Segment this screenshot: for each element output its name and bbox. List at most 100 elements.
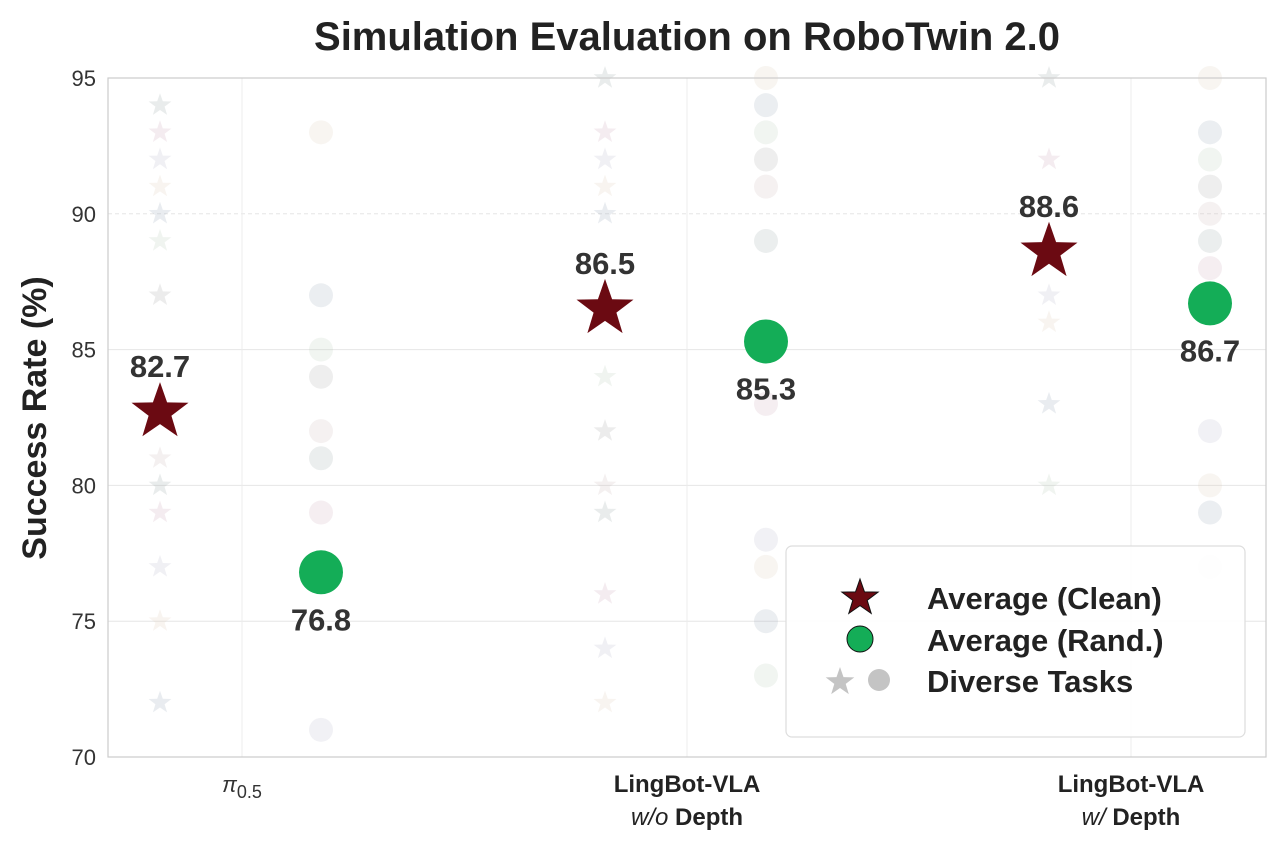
- diverse-task-star: [148, 446, 172, 468]
- diverse-task-circle: [1198, 174, 1222, 199]
- legend-star-shape: [840, 577, 880, 615]
- diverse-task-star: [593, 66, 617, 88]
- diverse-task-circle: [309, 419, 333, 444]
- average-points: 82.7 86.5 88.6 76.8 85.3 86.7: [130, 189, 1240, 637]
- diverse-task-star: [148, 174, 172, 197]
- y-tick-label: 85: [72, 338, 96, 363]
- diverse-task-star: [593, 582, 617, 604]
- diverse-task-star: [148, 609, 172, 631]
- diverse-task-circle: [754, 609, 778, 634]
- plot-frame: [107, 77, 1267, 758]
- legend-label-rand: Average (Rand.): [927, 623, 1164, 658]
- diverse-task-circle: [1198, 201, 1222, 226]
- diverse-task-circle: [309, 446, 333, 471]
- diverse-task-circle: [754, 147, 778, 172]
- diverse-task-circle: [754, 174, 778, 199]
- diverse-task-star: [148, 473, 172, 496]
- x-tick-label: LingBot-VLA: [1058, 771, 1205, 798]
- y-tick-label: 80: [72, 473, 96, 498]
- diverse-task-star: [1037, 147, 1061, 170]
- rand-value-label: 85.3: [736, 371, 796, 406]
- legend-box: [785, 545, 1246, 738]
- diverse-task-circle: [1198, 147, 1222, 172]
- clean-average-star: [576, 278, 634, 334]
- legend: Average (Clean) Average (Rand.) Diverse …: [785, 545, 1246, 738]
- y-tick-label: 95: [72, 66, 96, 91]
- legend-label-diverse: Diverse Tasks: [927, 664, 1133, 699]
- diverse-task-star: [148, 120, 172, 142]
- diverse-task-star: [593, 419, 617, 441]
- diverse-task-star: [593, 500, 617, 523]
- x-tick-label-line2: w/o Depth: [631, 804, 743, 831]
- legend-circle-icon: [846, 625, 874, 653]
- diverse-task-star: [593, 174, 617, 197]
- clean-value-label: 86.5: [575, 246, 635, 281]
- rand-average-circle: [1188, 281, 1232, 326]
- y-ticks: 70 75 80 85 90 95: [72, 66, 96, 770]
- diverse-task-star: [148, 690, 172, 713]
- diverse-task-circle: [309, 364, 333, 389]
- diverse-task-circle: [754, 120, 778, 145]
- legend-grey-circle-icon: [868, 669, 890, 691]
- diverse-task-star: [1037, 310, 1061, 333]
- diverse-task-circle: [754, 391, 778, 416]
- diverse-task-circle: [1198, 256, 1222, 281]
- diverse-task-star: [593, 636, 617, 659]
- rand-value-label: 86.7: [1180, 333, 1240, 368]
- diverse-task-star: [1037, 391, 1061, 414]
- diverse-task-star: [1037, 473, 1061, 496]
- diverse-task-circle: [1198, 473, 1222, 498]
- diverse-task-star: [148, 201, 172, 224]
- legend-grey-star-shape: [825, 667, 855, 695]
- diverse-task-circle: [754, 93, 778, 118]
- diverse-task-star: [1037, 66, 1061, 88]
- diverse-task-points: [148, 66, 1222, 742]
- clean-average-star: [131, 382, 189, 437]
- diverse-task-star: [593, 473, 617, 496]
- diverse-task-circle: [309, 120, 333, 145]
- diverse-task-star: [593, 201, 617, 224]
- diverse-task-circle: [754, 554, 778, 579]
- x-tick-label: LingBot-VLA: [614, 771, 761, 798]
- diverse-task-star: [593, 147, 617, 170]
- y-tick-label: 90: [72, 202, 96, 227]
- diverse-task-star: [148, 93, 172, 115]
- diverse-task-circle: [309, 283, 333, 308]
- y-tick-label: 75: [72, 609, 96, 634]
- diverse-task-star: [148, 229, 172, 251]
- x-tick-label: π0.5: [222, 772, 262, 802]
- x-ticks: π0.5 LingBot-VLA w/o Depth LingBot-VLA w/ De…: [222, 771, 1204, 831]
- diverse-task-circle: [309, 337, 333, 362]
- legend-label-clean: Average (Clean): [927, 581, 1162, 616]
- diverse-task-star: [148, 283, 172, 305]
- x-tick-label-line2: w/ Depth: [1082, 804, 1181, 831]
- diverse-task-star: [148, 554, 172, 577]
- diverse-task-circle: [1198, 120, 1222, 145]
- diverse-task-circle: [1198, 500, 1222, 525]
- diverse-task-circle: [754, 228, 778, 253]
- clean-value-label: 88.6: [1019, 189, 1079, 224]
- diverse-task-star: [593, 690, 617, 713]
- diverse-task-circle: [754, 663, 778, 688]
- diverse-task-star: [593, 120, 617, 142]
- y-axis-label: Success Rate (%): [16, 276, 54, 559]
- diverse-task-circle: [309, 500, 333, 525]
- legend-grey-star-icon: [825, 667, 855, 695]
- rand-value-label: 76.8: [291, 602, 351, 637]
- clean-average-star: [1020, 221, 1078, 277]
- diverse-task-star: [1037, 283, 1061, 305]
- diverse-task-circle: [754, 527, 778, 552]
- legend-star-icon: [840, 577, 880, 615]
- diverse-task-star: [148, 147, 172, 170]
- chart-title: Simulation Evaluation on RoboTwin 2.0: [314, 15, 1060, 59]
- diverse-task-star: [593, 364, 617, 387]
- y-tick-label: 70: [72, 745, 96, 770]
- diverse-task-star: [148, 500, 172, 523]
- diverse-task-circle: [309, 717, 333, 742]
- diverse-task-circle: [1198, 419, 1222, 444]
- clean-value-label: 82.7: [130, 349, 190, 384]
- rand-average-circle: [299, 550, 343, 595]
- rand-average-circle: [744, 319, 788, 364]
- diverse-task-circle: [1198, 228, 1222, 253]
